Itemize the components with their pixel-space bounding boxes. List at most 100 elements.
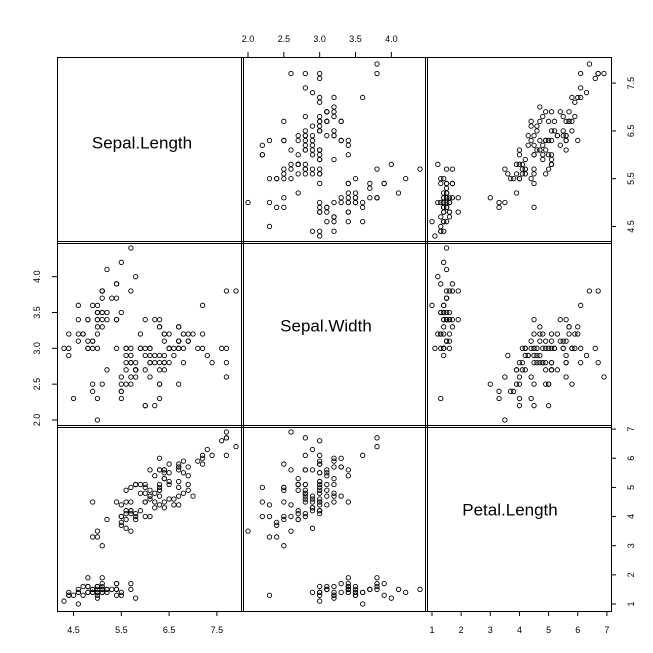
data-point [548, 109, 555, 115]
data-point [595, 70, 601, 77]
tick-label: 5 [546, 625, 551, 635]
tick-label: 5.5 [626, 172, 636, 185]
data-point [195, 345, 201, 351]
data-point [317, 209, 323, 215]
data-point [133, 367, 139, 373]
data-point [540, 113, 546, 120]
data-point [534, 128, 540, 134]
data-point [531, 204, 537, 210]
data-point [176, 502, 182, 508]
data-point [563, 374, 569, 380]
data-point [295, 508, 301, 514]
data-point [90, 388, 96, 394]
data-point [374, 586, 380, 593]
data-point [266, 223, 273, 230]
data-point [345, 589, 351, 595]
data-point [519, 367, 526, 373]
data-point [302, 137, 308, 144]
data-point [309, 228, 316, 234]
data-point [545, 166, 552, 172]
data-point [85, 345, 91, 351]
data-point [113, 586, 120, 593]
data-point [455, 195, 461, 201]
data-point [513, 367, 520, 373]
data-point [345, 580, 351, 587]
data-point [569, 345, 575, 351]
data-point [548, 360, 555, 366]
data-point [147, 513, 153, 520]
data-point [324, 133, 330, 139]
data-point [543, 367, 549, 373]
data-point [438, 176, 444, 182]
data-point [381, 580, 387, 587]
data-point [531, 142, 537, 148]
data-point [66, 592, 72, 598]
data-point [209, 452, 215, 458]
data-point [118, 259, 124, 265]
data-point [508, 176, 514, 182]
data-point [441, 345, 447, 351]
data-point [352, 586, 359, 593]
data-point [70, 395, 77, 402]
tick-label: 4.0 [32, 270, 42, 283]
data-point [324, 473, 330, 479]
data-point [528, 123, 534, 129]
data-point [374, 443, 380, 450]
data-point [331, 592, 337, 598]
data-point [104, 516, 110, 523]
data-point [352, 176, 359, 182]
data-point [266, 137, 273, 144]
data-point [345, 190, 351, 196]
data-point [566, 324, 572, 330]
tick-label: 7 [604, 625, 609, 635]
data-point [288, 161, 294, 167]
data-point [90, 499, 96, 505]
data-point [274, 204, 280, 210]
data-point [367, 586, 373, 593]
data-point [176, 324, 182, 330]
data-point [288, 528, 294, 534]
data-point [345, 586, 351, 593]
panel-frame-sepal-length-vs-sepal-length [57, 57, 244, 244]
data-point [435, 331, 441, 337]
data-point [446, 345, 453, 351]
left-axis-sepal-width: 2.0 2.5 3.0 3.5 4.0 [32, 270, 57, 426]
data-point [302, 496, 308, 502]
data-point [441, 219, 447, 225]
data-point [245, 528, 251, 534]
data-point [133, 595, 139, 601]
data-point [281, 499, 287, 505]
data-point [133, 274, 139, 280]
data-point [317, 499, 323, 505]
data-point [185, 487, 191, 493]
data-point [563, 137, 569, 144]
data-point [345, 199, 351, 206]
data-point [317, 438, 323, 444]
data-point [133, 360, 139, 366]
data-point [147, 352, 153, 359]
data-point [166, 496, 172, 502]
data-point [118, 589, 124, 595]
data-point [531, 403, 537, 409]
data-point [152, 352, 158, 359]
data-point [223, 288, 230, 294]
data-point [128, 360, 134, 366]
data-point [540, 152, 546, 158]
data-point [171, 502, 177, 508]
data-point [281, 516, 287, 523]
data-point [583, 90, 590, 96]
data-point [449, 324, 456, 330]
data-point [302, 161, 308, 167]
data-point [94, 534, 101, 540]
data-point [331, 493, 337, 499]
data-point [281, 543, 287, 549]
data-point [137, 331, 144, 337]
data-point [345, 467, 351, 473]
data-point [537, 352, 543, 359]
panel-frame-petal-length-vs-sepal-length [57, 425, 244, 612]
data-point [152, 499, 158, 505]
scatter-panel-sepal-width-vs-petal-length [429, 245, 607, 423]
data-point [317, 598, 323, 604]
data-point [204, 446, 210, 453]
data-point [443, 190, 450, 196]
